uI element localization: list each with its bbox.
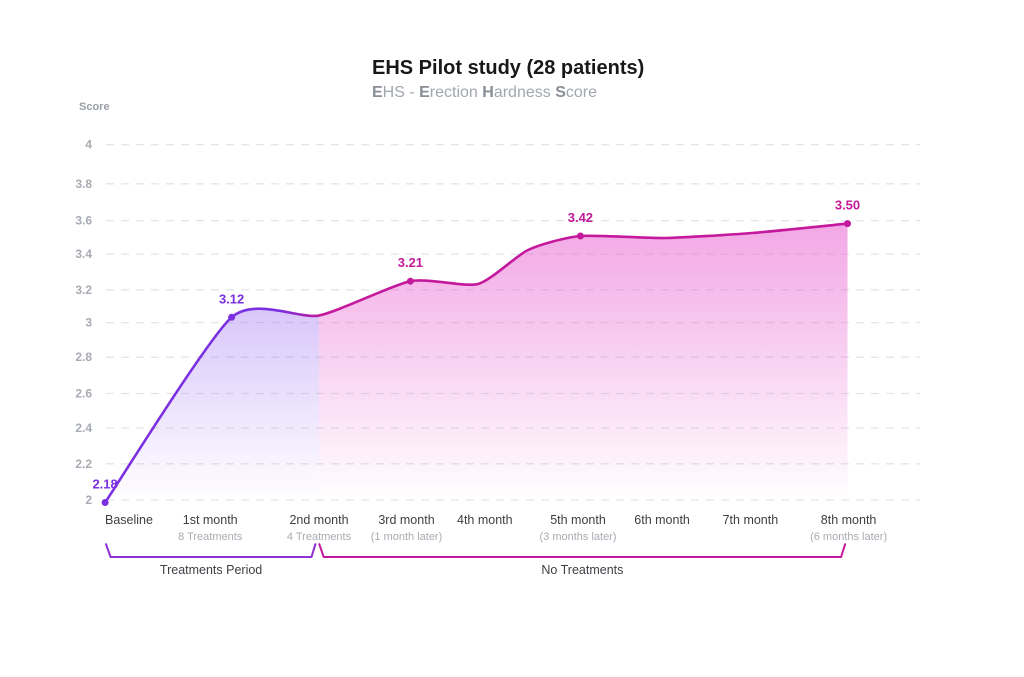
svg-text:2.2: 2.2 — [75, 457, 92, 471]
svg-text:3.2: 3.2 — [75, 283, 92, 297]
svg-text:3.21: 3.21 — [398, 255, 423, 270]
svg-text:3rd month: 3rd month — [378, 513, 434, 527]
svg-text:8 Treatments: 8 Treatments — [178, 531, 243, 543]
svg-text:3.8: 3.8 — [75, 177, 92, 191]
svg-text:3.50: 3.50 — [835, 198, 860, 213]
svg-text:3: 3 — [85, 316, 92, 330]
svg-text:Treatments Period: Treatments Period — [160, 563, 262, 577]
svg-text:2.6: 2.6 — [75, 387, 92, 401]
svg-text:3.42: 3.42 — [568, 210, 593, 225]
svg-text:1st month: 1st month — [183, 513, 238, 527]
svg-text:3.4: 3.4 — [75, 247, 92, 261]
svg-text:4 Treatments: 4 Treatments — [287, 531, 352, 543]
svg-text:2: 2 — [85, 493, 92, 507]
svg-text:Baseline: Baseline — [105, 513, 153, 527]
svg-text:3.12: 3.12 — [219, 291, 244, 306]
svg-text:7th month: 7th month — [723, 513, 779, 527]
svg-text:(6 months later): (6 months later) — [810, 531, 887, 543]
svg-text:6th month: 6th month — [634, 513, 690, 527]
svg-text:8th month: 8th month — [821, 513, 877, 527]
svg-text:5th month: 5th month — [550, 513, 606, 527]
svg-text:2.4: 2.4 — [75, 421, 92, 435]
svg-text:(3 months later): (3 months later) — [539, 531, 616, 543]
svg-text:4: 4 — [85, 138, 92, 152]
svg-text:3.6: 3.6 — [75, 214, 92, 228]
svg-text:2.18: 2.18 — [92, 477, 117, 492]
svg-text:(1 month later): (1 month later) — [371, 531, 443, 543]
svg-text:4th month: 4th month — [457, 513, 513, 527]
svg-text:2.8: 2.8 — [75, 350, 92, 364]
svg-text:2nd month: 2nd month — [289, 513, 348, 527]
svg-text:No Treatments: No Treatments — [541, 563, 623, 577]
